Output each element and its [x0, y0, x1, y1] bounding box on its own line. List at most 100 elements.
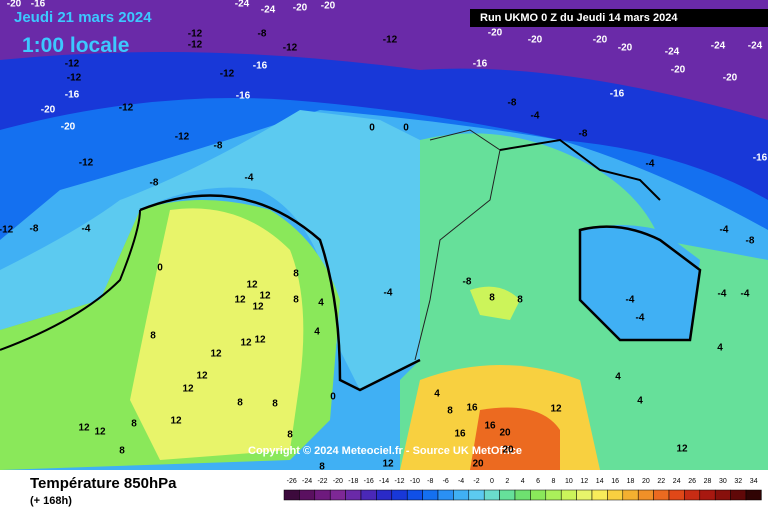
contour-label: -12	[283, 43, 298, 54]
contour-label: -20	[61, 122, 76, 133]
contour-label: -20	[41, 105, 56, 116]
scale-swatch	[453, 489, 470, 501]
scale-label: 10	[565, 478, 573, 485]
contour-label: -12	[65, 59, 80, 70]
scale-label: 0	[490, 478, 494, 485]
contour-label: 12	[252, 302, 264, 313]
scale-label: 26	[688, 478, 696, 485]
contour-label: -8	[508, 98, 517, 109]
contour-label: 12	[182, 384, 194, 395]
contour-label: 8	[293, 269, 299, 280]
scale-label: -2	[473, 478, 479, 485]
scale-label: -16	[364, 478, 374, 485]
contour-label: 4	[318, 298, 324, 309]
contour-label: -4	[646, 159, 655, 170]
contour-label: 0	[330, 392, 336, 403]
scale-swatch	[576, 489, 593, 501]
contour-label: 12	[234, 295, 246, 306]
contour-label: 12	[94, 427, 106, 438]
scale-label: -20	[333, 478, 343, 485]
contour-label: 20	[499, 428, 511, 439]
contour-label: -24	[748, 41, 763, 52]
lead-time: (+ 168h)	[30, 495, 72, 507]
color-scale: -26 -24 -22 -20 -18 -16 -14 -12 -10 -8 -6 -4 -2 0 2 4 6 8…	[283, 478, 762, 501]
contour-label: -20	[7, 0, 22, 10]
contour-label: 4	[717, 343, 723, 354]
scale-label: -26	[287, 478, 297, 485]
contour-label: 12	[676, 444, 688, 455]
scale-swatch	[607, 489, 624, 501]
contour-label: 12	[240, 338, 252, 349]
contour-label: 12	[78, 423, 90, 434]
scale-swatch	[637, 489, 654, 501]
contour-label: -8	[214, 141, 223, 152]
scale-swatch	[391, 489, 408, 501]
scale-swatch	[622, 489, 639, 501]
contour-label: -24	[711, 41, 726, 52]
scale-label: 4	[521, 478, 525, 485]
contour-label: -20	[618, 43, 633, 54]
scale-label: 18	[627, 478, 635, 485]
scale-swatch	[299, 489, 316, 501]
contour-label: -4	[626, 295, 635, 306]
contour-label: -16	[610, 89, 625, 100]
scale-swatch	[714, 489, 731, 501]
scale-swatch	[545, 489, 562, 501]
contour-label: 20	[472, 459, 484, 470]
contour-label: 12	[210, 349, 222, 360]
contour-label: 12	[254, 335, 266, 346]
scale-label: 6	[536, 478, 540, 485]
contour-label: 12	[259, 291, 271, 302]
contour-label: 8	[131, 419, 137, 430]
contour-label: -16	[473, 59, 488, 70]
contour-label: -8	[746, 236, 755, 247]
scale-swatch	[360, 489, 377, 501]
contour-label: -12	[67, 73, 82, 84]
scale-swatch	[406, 489, 423, 501]
contour-label: -16	[253, 61, 268, 72]
contour-label: 12	[246, 280, 258, 291]
scale-swatch	[560, 489, 577, 501]
scale-label: 24	[673, 478, 681, 485]
contour-label: -12	[175, 132, 190, 143]
contour-label: -8	[463, 277, 472, 288]
scale-swatch	[314, 489, 331, 501]
contour-label: 0	[157, 263, 163, 274]
scale-label: 8	[552, 478, 556, 485]
forecast-date: Jeudi 21 mars 2024	[14, 9, 152, 26]
scale-label: -24	[302, 478, 312, 485]
contour-label: -12	[119, 103, 134, 114]
contour-label: -20	[593, 35, 608, 46]
scale-label: -4	[458, 478, 464, 485]
contour-label: 8	[287, 430, 293, 441]
copyright: Copyright © 2024 Meteociel.fr - Source U…	[248, 445, 522, 457]
contour-label: -4	[531, 111, 540, 122]
contour-label: -4	[245, 173, 254, 184]
scale-label: 30	[719, 478, 727, 485]
scale-label: 28	[704, 478, 712, 485]
contour-label: -20	[293, 3, 308, 14]
contour-label: 12	[382, 459, 394, 470]
contour-label: -16	[753, 153, 768, 164]
contour-label: 8	[517, 295, 523, 306]
contour-label: 8	[237, 398, 243, 409]
contour-label: -8	[258, 29, 267, 40]
forecast-time: 1:00 locale	[22, 34, 129, 57]
scale-swatch	[730, 489, 747, 501]
scale-label: -10	[410, 478, 420, 485]
contour-label: 16	[454, 429, 466, 440]
scale-label: 20	[642, 478, 650, 485]
scale-label: -18	[348, 478, 358, 485]
contour-label: 4	[615, 372, 621, 383]
contour-label: 16	[466, 403, 478, 414]
scale-swatch	[329, 489, 346, 501]
scale-swatch	[699, 489, 716, 501]
contour-label: 4	[314, 327, 320, 338]
contour-label: -12	[383, 35, 398, 46]
scale-label: 22	[657, 478, 665, 485]
scale-swatch	[437, 489, 454, 501]
scale-swatch	[283, 489, 300, 501]
contour-label: -8	[30, 224, 39, 235]
